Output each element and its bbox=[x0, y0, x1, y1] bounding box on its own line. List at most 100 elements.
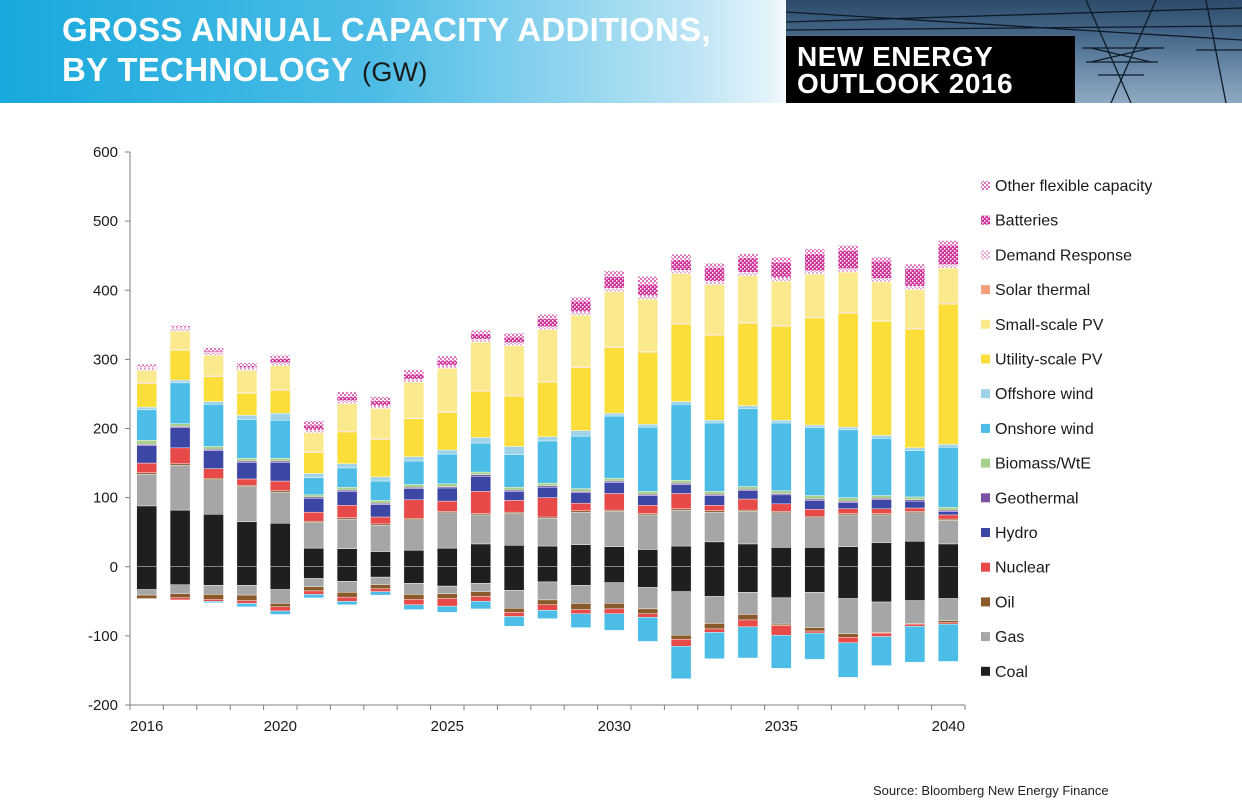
bar-segment-nuclear bbox=[570, 502, 592, 511]
bar-segment-other-flexible-capacity bbox=[904, 263, 926, 270]
bar-segment-onshore-wind-retirements bbox=[771, 634, 792, 669]
bar-stack-2037 bbox=[837, 245, 859, 678]
bar-segment-other-flexible-capacity bbox=[570, 296, 592, 302]
bar-segment-gas-retirements bbox=[570, 585, 592, 604]
bar-segment-coal-retirements bbox=[370, 566, 391, 578]
bar-segment-batteries bbox=[270, 358, 291, 364]
bar-segment-offshore-wind bbox=[169, 379, 191, 384]
legend-label-nuclear: Nuclear bbox=[995, 560, 1051, 577]
bar-segment-gas bbox=[370, 525, 391, 552]
bar-segment-hydro bbox=[437, 487, 458, 502]
bar-segment-coal-retirements bbox=[437, 566, 458, 587]
bar-segment-onshore-wind bbox=[303, 477, 324, 496]
bar-segment-gas-retirements bbox=[670, 591, 692, 636]
bar-segment-demand-response bbox=[503, 342, 525, 346]
bar-segment-demand-response bbox=[537, 326, 558, 330]
source-note: Source: Bloomberg New Energy Finance bbox=[873, 783, 1109, 798]
bar-segment-batteries bbox=[771, 261, 792, 279]
bar-segment-oil-retirements bbox=[938, 620, 959, 623]
bar-segment-oil-retirements bbox=[136, 594, 157, 599]
bar-segment-offshore-wind bbox=[270, 413, 291, 421]
bar-segment-small-scale-pv bbox=[336, 403, 358, 432]
bar-segment-coal-retirements bbox=[604, 566, 625, 583]
legend-label-small-scale-pv: Small-scale PV bbox=[995, 317, 1104, 334]
bar-segment-utility-scale-pv bbox=[136, 383, 157, 408]
bar-segment-oil-retirements bbox=[336, 592, 358, 598]
brand-line-2: OUTLOOK 2016 bbox=[797, 68, 1014, 99]
bar-segment-oil-retirements bbox=[236, 594, 258, 601]
legend-label-biomass-wte: Biomass/WtE bbox=[995, 456, 1091, 473]
bar-segment-coal-retirements bbox=[670, 566, 692, 592]
title-line-2: BY TECHNOLOGY bbox=[62, 51, 353, 88]
legend-label-oil: Oil bbox=[995, 594, 1015, 611]
bar-segment-gas-retirements bbox=[236, 585, 258, 596]
bar-segment-demand-response bbox=[437, 365, 458, 369]
bar-segment-gas-retirements bbox=[938, 598, 959, 621]
bar-segment-hydro bbox=[136, 445, 157, 464]
bar-segment-nuclear bbox=[370, 516, 391, 525]
bar-segment-hydro bbox=[570, 492, 592, 504]
bar-segment-biomass-wte bbox=[336, 487, 358, 491]
bar-segment-nuclear bbox=[136, 462, 157, 473]
bar-segment-biomass-wte bbox=[704, 491, 725, 495]
bar-segment-gas-retirements bbox=[470, 583, 491, 592]
bar-segment-nuclear-retirements bbox=[670, 639, 692, 647]
bar-segment-geothermal bbox=[704, 493, 725, 496]
legend-swatch-batteries bbox=[981, 215, 990, 225]
bar-segment-utility-scale-pv bbox=[670, 323, 692, 402]
bar-segment-oil bbox=[804, 516, 825, 518]
bar-segment-demand-response bbox=[403, 379, 425, 383]
bar-segment-oil bbox=[370, 523, 391, 526]
bar-segment-geothermal bbox=[236, 460, 258, 463]
bar-segment-nuclear bbox=[670, 493, 692, 509]
bar-segment-gas-retirements bbox=[336, 581, 358, 593]
bar-segment-gas bbox=[938, 520, 959, 545]
bar-segment-oil-retirements bbox=[270, 603, 291, 608]
bar-segment-onshore-wind-retirements bbox=[604, 613, 625, 631]
bar-segment-hydro bbox=[203, 450, 224, 469]
bar-segment-nuclear bbox=[270, 480, 291, 491]
legend-label-gas: Gas bbox=[995, 629, 1024, 646]
bar-segment-gas-retirements bbox=[503, 590, 525, 609]
legend-label-geothermal: Geothermal bbox=[995, 490, 1079, 507]
x-tick-label: 2040 bbox=[932, 718, 965, 735]
bar-segment-other-flexible-capacity bbox=[737, 253, 759, 258]
bar-segment-small-scale-pv bbox=[203, 355, 224, 377]
bar-segment-nuclear bbox=[637, 505, 658, 514]
bar-segment-gas-retirements bbox=[437, 585, 458, 594]
bar-segment-nuclear-retirements bbox=[771, 625, 792, 636]
bar-segment-gas bbox=[203, 479, 224, 515]
bar-segment-coal bbox=[871, 542, 892, 567]
bar-segment-other-flexible-capacity bbox=[604, 270, 625, 277]
bar-segment-offshore-wind bbox=[203, 401, 224, 405]
bar-segment-batteries bbox=[370, 400, 391, 406]
bar-segment-nuclear-retirements bbox=[203, 599, 224, 602]
bar-segment-oil-retirements bbox=[804, 627, 825, 632]
bar-segment-utility-scale-pv bbox=[470, 390, 491, 438]
bar-segment-biomass-wte bbox=[570, 488, 592, 492]
chart-legend: Other flexible capacity Batteries Demand R… bbox=[981, 178, 1152, 681]
bar-segment-demand-response bbox=[804, 270, 825, 275]
bar-segment-other-flexible-capacity bbox=[336, 391, 358, 397]
bar-segment-oil bbox=[236, 484, 258, 487]
bar-segment-onshore-wind bbox=[503, 454, 525, 488]
bar-segment-onshore-wind bbox=[637, 426, 658, 492]
bar-segment-offshore-wind bbox=[837, 426, 859, 431]
bar-segment-biomass-wte bbox=[203, 446, 224, 450]
bar-segment-coal-retirements bbox=[737, 566, 759, 593]
bar-segment-onshore-wind bbox=[771, 422, 792, 491]
bar-segment-biomass-wte bbox=[236, 458, 258, 462]
bar-segment-small-scale-pv bbox=[370, 408, 391, 440]
bar-segment-oil bbox=[670, 508, 692, 511]
bar-segment-hydro bbox=[837, 502, 859, 509]
bar-segment-biomass-wte bbox=[837, 497, 859, 502]
bar-stack-2018 bbox=[203, 347, 224, 603]
bar-segment-hydro bbox=[604, 482, 625, 494]
bar-segment-demand-response bbox=[203, 352, 224, 356]
x-tick-label: 2035 bbox=[765, 718, 798, 735]
y-tick-label: 400 bbox=[93, 282, 118, 299]
bar-segment-small-scale-pv bbox=[570, 314, 592, 368]
bar-segment-nuclear-retirements bbox=[537, 604, 558, 611]
bar-segment-nuclear bbox=[503, 500, 525, 513]
bar-segment-offshore-wind bbox=[303, 473, 324, 478]
